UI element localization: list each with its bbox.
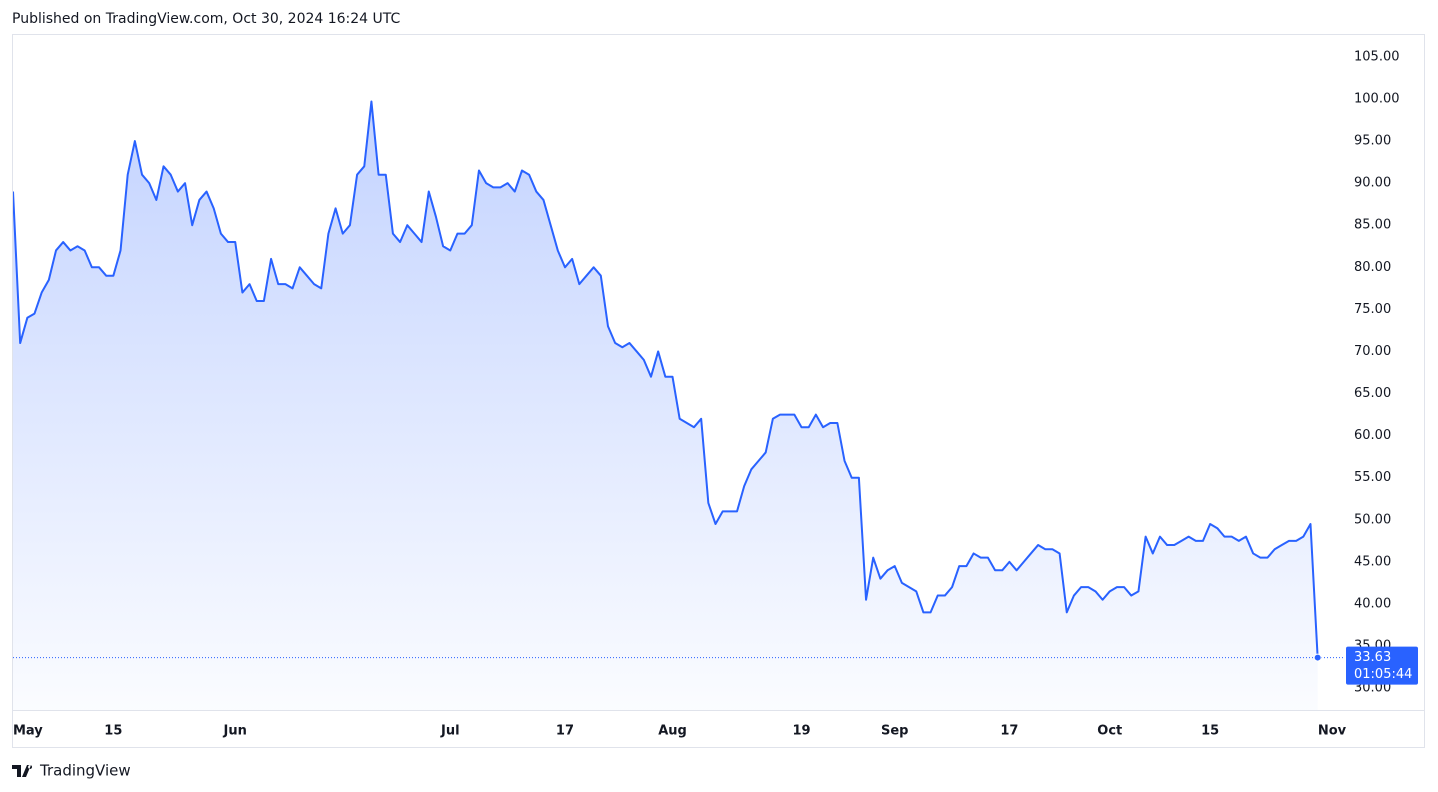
footer-logo bbox=[12, 765, 33, 777]
y-tick-label: 55.00 bbox=[1354, 470, 1391, 485]
y-tick-label: 50.00 bbox=[1354, 512, 1391, 527]
y-tick-label: 85.00 bbox=[1354, 218, 1391, 233]
y-tick-label: 80.00 bbox=[1354, 260, 1391, 275]
y-tick-label: 105.00 bbox=[1354, 49, 1400, 64]
footer: TradingView bbox=[39, 762, 131, 780]
x-tick-label: Jun bbox=[223, 724, 247, 739]
y-tick-label: 100.00 bbox=[1354, 91, 1400, 106]
last-price-label: 33.63 bbox=[1354, 650, 1391, 665]
y-tick-label: 95.00 bbox=[1354, 134, 1391, 149]
x-tick-label: 15 bbox=[104, 724, 122, 739]
header: Published on TradingView.com, Oct 30, 20… bbox=[12, 11, 401, 27]
price-line bbox=[13, 100, 1319, 658]
x-tick-label: 19 bbox=[792, 724, 810, 739]
x-tick-label: Jul bbox=[440, 724, 460, 739]
x-tick-label: 17 bbox=[1000, 724, 1018, 739]
y-tick-label: 60.00 bbox=[1354, 428, 1391, 443]
y-tick-label: 90.00 bbox=[1354, 176, 1391, 191]
x-tick-label: May bbox=[13, 724, 43, 739]
countdown-label: 01:05:44 bbox=[1354, 667, 1412, 682]
x-tick-label: Nov bbox=[1318, 724, 1347, 739]
x-tick-label: 17 bbox=[556, 724, 574, 739]
y-tick-label: 70.00 bbox=[1354, 344, 1391, 359]
x-tick-label: Aug bbox=[658, 724, 687, 739]
last-price-box bbox=[1346, 646, 1418, 685]
x-tick-label: Sep bbox=[881, 724, 909, 739]
plot-area bbox=[13, 100, 1343, 710]
y-tick-label: 75.00 bbox=[1354, 302, 1391, 317]
area-fill bbox=[13, 101, 1318, 710]
x-tick-label: 15 bbox=[1201, 724, 1219, 739]
x-tick-label: Oct bbox=[1097, 724, 1122, 739]
y-tick-label: 65.00 bbox=[1354, 386, 1391, 401]
axes: 30.0035.0040.0045.0050.0055.0060.0065.00… bbox=[13, 49, 1418, 739]
last-point bbox=[1313, 653, 1322, 662]
y-tick-label: 40.00 bbox=[1354, 596, 1391, 611]
frame bbox=[12, 34, 1425, 748]
y-tick-label: 45.00 bbox=[1354, 554, 1391, 569]
